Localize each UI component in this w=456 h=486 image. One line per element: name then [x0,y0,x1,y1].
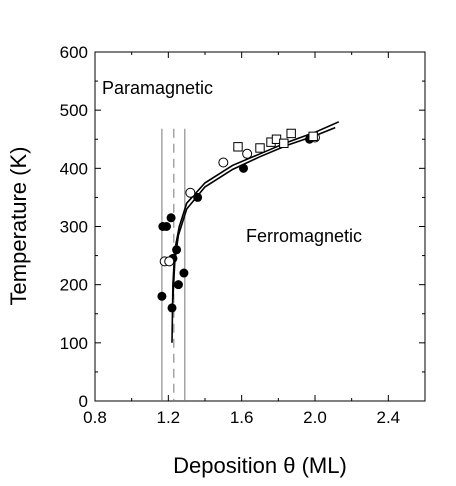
open-circle-point-4 [242,148,253,159]
x-tick-label: 0.8 [83,408,107,427]
open-square-point-6 [308,131,318,142]
filled-circle-point-2 [162,222,171,231]
y-tick-label: 500 [60,101,88,120]
y-tick-label: 600 [60,43,88,62]
open-circle-point-2 [185,187,196,198]
filled-circle-point-0 [157,291,167,301]
filled-circle-point-10 [193,192,203,202]
x-tick-label: 1.6 [230,408,254,427]
x-axis-title: Deposition θ (ML) [173,453,347,478]
y-tick-label: 300 [60,218,88,237]
filled-circle-point-8 [173,280,183,290]
open-square-point-4 [279,138,289,149]
x-tick-label: 1.2 [157,408,181,427]
open-square-point-0 [233,142,243,152]
open-square-point-1 [255,143,265,153]
filled-circle-point-11 [239,163,248,173]
open-square-point-5 [286,128,296,139]
y-axis-title: Temperature (K) [6,147,31,306]
filled-circle-point-9 [179,268,189,278]
annotation-paramagnetic: Paramagnetic [102,78,213,98]
annotation-ferromagnetic: Ferromagnetic [246,226,362,246]
open-circle-point-3 [218,157,229,168]
filled-circle-point-5 [167,303,177,313]
data-markers [157,128,320,313]
filled-circle-point-7 [172,245,182,255]
y-tick-label: 0 [79,392,88,411]
open-circle-point-1 [164,256,175,267]
y-tick-label: 100 [60,334,88,353]
axis-ticks [94,51,426,402]
x-tick-label: 2.0 [303,408,327,427]
y-tick-labels: 0 100 200 300 400 500 600 [60,43,88,411]
y-tick-label: 400 [60,159,88,178]
y-tick-label: 200 [60,276,88,295]
fit-curve-1 [172,126,336,300]
x-tick-label: 2.4 [377,408,401,427]
filled-circle-point-4 [166,213,176,223]
x-tick-labels: 0.8 1.2 1.6 2.0 2.4 [83,408,400,427]
